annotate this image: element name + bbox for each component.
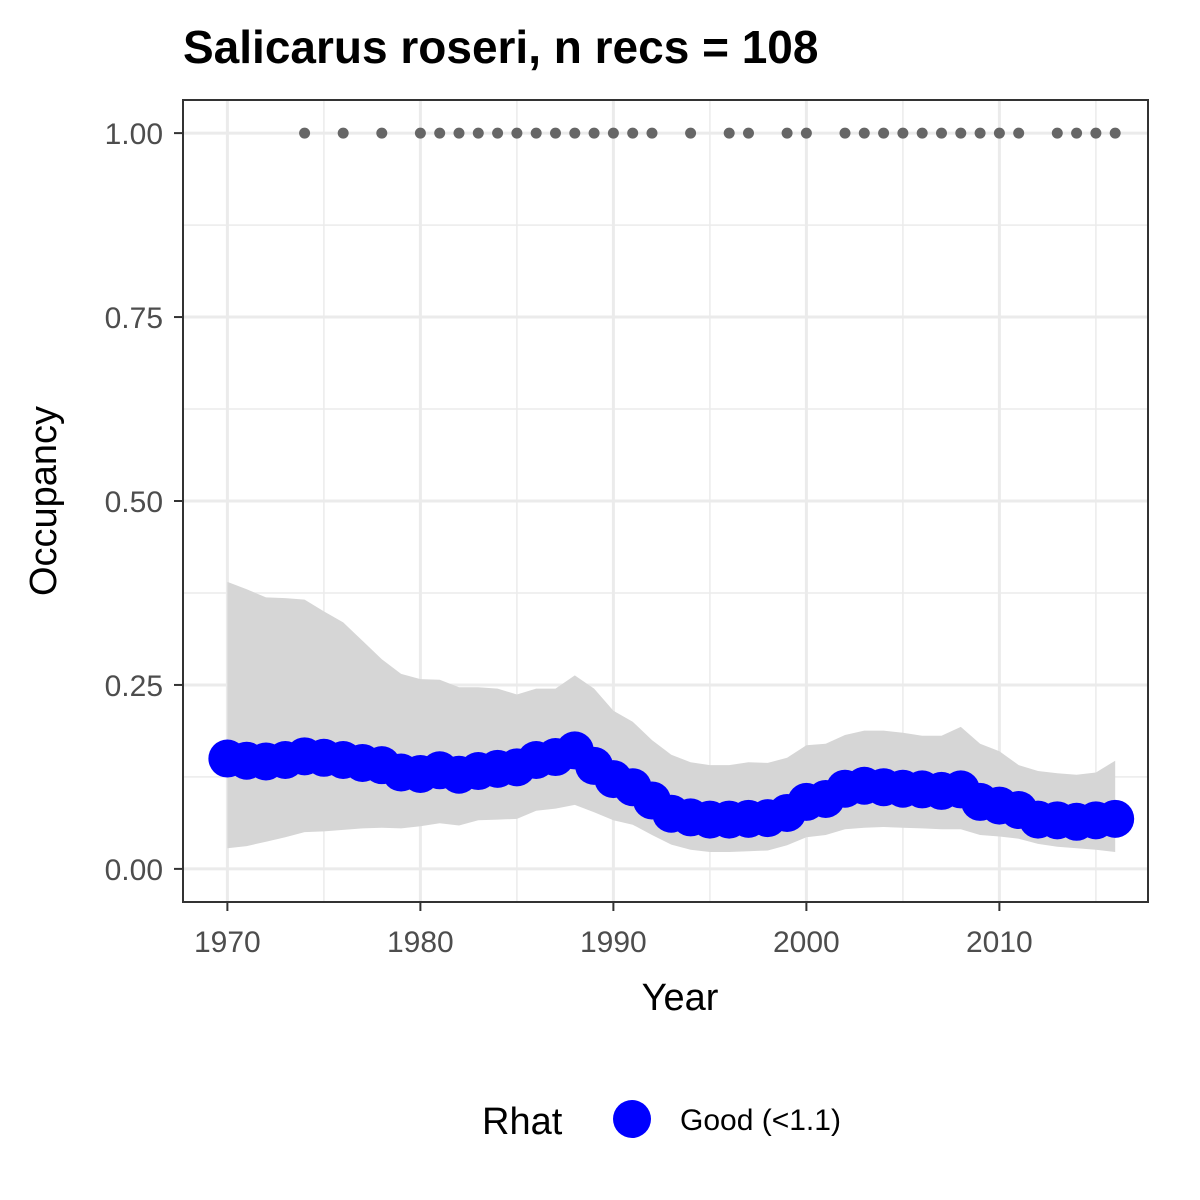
legend: Rhat Good (<1.1): [482, 1100, 841, 1143]
x-tick-label: 1980: [387, 926, 454, 959]
record-point: [492, 127, 504, 139]
record-point: [1013, 127, 1025, 139]
x-axis-ticks: 1970 1980 1990 2000 2010: [194, 902, 1033, 959]
record-point: [337, 127, 349, 139]
x-tick-label: 2000: [773, 926, 840, 959]
record-point: [858, 127, 870, 139]
record-point: [1090, 127, 1102, 139]
record-point: [723, 127, 735, 139]
y-tick-label: 1.00: [105, 118, 163, 151]
record-point: [935, 127, 947, 139]
y-axis-title: Occupancy: [23, 406, 65, 596]
record-point: [627, 127, 639, 139]
record-point: [453, 127, 465, 139]
record-point: [974, 127, 986, 139]
record-point: [800, 127, 812, 139]
record-point: [781, 127, 793, 139]
record-point: [549, 127, 561, 139]
record-point: [646, 127, 658, 139]
record-point: [916, 127, 928, 139]
record-point: [685, 127, 697, 139]
record-point: [839, 127, 851, 139]
record-point: [955, 127, 967, 139]
record-point: [569, 127, 581, 139]
y-tick-label: 0.50: [105, 486, 163, 519]
series-point: [1096, 799, 1135, 838]
record-point: [1071, 127, 1083, 139]
record-point: [376, 127, 388, 139]
record-point: [993, 127, 1005, 139]
record-point: [1051, 127, 1063, 139]
x-tick-label: 2010: [966, 926, 1033, 959]
record-point: [472, 127, 484, 139]
record-point: [414, 127, 426, 139]
record-point: [299, 127, 311, 139]
record-point: [530, 127, 542, 139]
y-tick-label: 0.75: [105, 302, 163, 335]
record-point: [434, 127, 446, 139]
x-axis-title: Year: [642, 977, 719, 1019]
record-point: [742, 127, 754, 139]
y-tick-label: 0.00: [105, 854, 163, 887]
legend-key-marker: [613, 1100, 651, 1138]
record-point: [588, 127, 600, 139]
record-point: [897, 127, 909, 139]
record-point: [607, 127, 619, 139]
legend-title: Rhat: [482, 1101, 563, 1143]
series-points: [208, 731, 1135, 841]
legend-label: Good (<1.1): [680, 1104, 841, 1137]
y-axis-ticks: 0.00 0.25 0.50 0.75 1.00: [105, 118, 183, 887]
record-point: [511, 127, 523, 139]
x-tick-label: 1970: [194, 926, 261, 959]
y-tick-label: 0.25: [105, 670, 163, 703]
chart-title: Salicarus roseri, n recs = 108: [183, 21, 818, 73]
record-point: [878, 127, 890, 139]
record-point: [1109, 127, 1121, 139]
record-points: [299, 127, 1121, 139]
x-tick-label: 1990: [580, 926, 647, 959]
